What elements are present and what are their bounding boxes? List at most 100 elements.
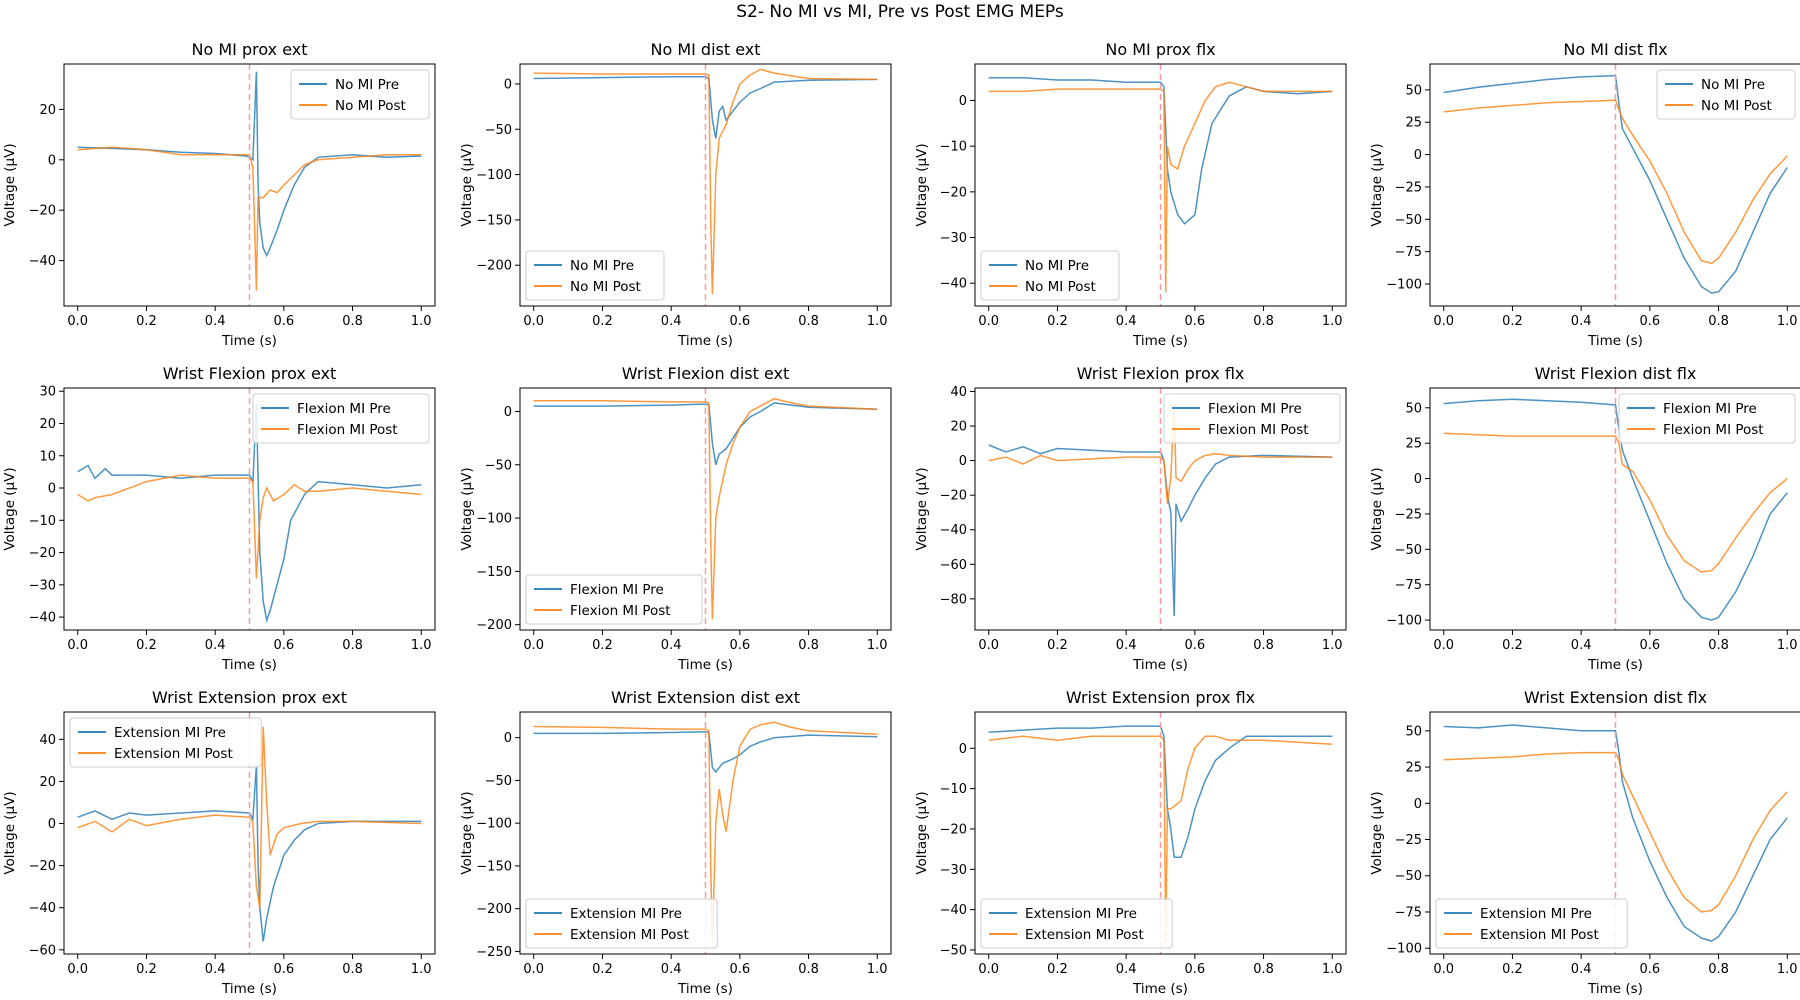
- y-tick-label: 25: [1405, 437, 1422, 452]
- y-tick-label: −50: [485, 123, 512, 138]
- y-tick-label: −25: [1395, 833, 1422, 848]
- y-axis-label: Voltage (µV): [1369, 467, 1385, 550]
- y-tick-label: −40: [29, 611, 56, 626]
- y-tick-label: −40: [940, 277, 967, 292]
- x-tick-label: 1.0: [1777, 962, 1798, 977]
- x-axis-label: Time (s): [677, 657, 733, 673]
- y-tick-label: 25: [1405, 761, 1422, 776]
- x-tick-label: 1.0: [411, 314, 432, 329]
- y-tick-label: −20: [940, 489, 967, 504]
- x-tick-label: 0.6: [730, 962, 751, 977]
- series-line-pre: [533, 402, 878, 466]
- x-tick-label: 0.4: [205, 314, 226, 329]
- x-tick-label: 0.4: [661, 962, 682, 977]
- x-tick-label: 0.0: [978, 638, 999, 653]
- subplot-1: No MI prox ext 0.0 0.2 0.4 0.6 0.8 1.0 −40 −20 0 2…: [2, 40, 436, 349]
- legend-label: No MI Post: [1701, 98, 1772, 114]
- y-tick-label: −20: [29, 204, 56, 219]
- y-tick-label: 20: [39, 775, 56, 790]
- y-tick-label: −20: [29, 859, 56, 874]
- y-axis-label: Voltage (µV): [459, 467, 475, 550]
- legend: Flexion MI Pre Flexion MI Post: [1618, 393, 1796, 444]
- legend-label: Extension MI Pre: [1480, 906, 1592, 922]
- axes-frame: [519, 63, 892, 307]
- series-line-post: [533, 397, 878, 620]
- x-tick-label: 0.2: [136, 962, 157, 977]
- subplot-title: Wrist Flexion dist ext: [622, 364, 790, 383]
- legend-label: Extension MI Post: [114, 746, 233, 762]
- legend-label: No MI Post: [570, 279, 641, 295]
- y-tick-label: −100: [476, 817, 512, 832]
- axes-frame: [63, 63, 436, 307]
- series-line-post: [533, 68, 878, 295]
- y-tick-label: −40: [940, 903, 967, 918]
- y-tick-label: −50: [485, 458, 512, 473]
- y-tick-label: −100: [1386, 942, 1422, 957]
- y-tick-label: 0: [1414, 472, 1422, 487]
- y-tick-label: −50: [1395, 869, 1422, 884]
- x-axis-label: Time (s): [1587, 657, 1643, 673]
- series-line-post: [1443, 432, 1788, 573]
- x-tick-label: 0.0: [67, 314, 88, 329]
- y-tick-label: −100: [1386, 614, 1422, 629]
- legend-label: No MI Pre: [1025, 258, 1089, 274]
- x-tick-label: 0.2: [136, 314, 157, 329]
- y-tick-label: −40: [940, 523, 967, 538]
- axes-frame: [974, 387, 1347, 631]
- x-tick-label: 0.4: [661, 638, 682, 653]
- legend-label: No MI Pre: [335, 77, 399, 93]
- legend-frame: [980, 898, 1173, 949]
- y-tick-label: 0: [504, 731, 512, 746]
- x-tick-label: 0.0: [978, 962, 999, 977]
- legend: Extension MI Pre Extension MI Post: [525, 898, 718, 949]
- x-tick-label: 0.8: [342, 314, 363, 329]
- y-tick-label: −150: [476, 565, 512, 580]
- y-tick-label: −50: [485, 774, 512, 789]
- x-tick-label: 0.0: [978, 314, 999, 329]
- x-tick-label: 0.2: [1502, 314, 1523, 329]
- y-tick-label: 20: [950, 420, 967, 435]
- axes-frame: [1429, 387, 1800, 631]
- y-tick-label: −100: [476, 168, 512, 183]
- legend-label: Extension MI Pre: [570, 906, 682, 922]
- x-axis-label: Time (s): [1132, 333, 1188, 349]
- x-tick-label: 0.2: [1047, 962, 1068, 977]
- x-tick-label: 0.8: [342, 638, 363, 653]
- x-tick-label: 0.4: [205, 638, 226, 653]
- y-tick-label: −40: [29, 901, 56, 916]
- x-tick-label: 0.6: [730, 638, 751, 653]
- legend-frame: [525, 250, 665, 301]
- x-tick-label: 1.0: [867, 638, 888, 653]
- series-line-post: [988, 403, 1333, 504]
- y-tick-label: −100: [476, 512, 512, 527]
- axes-frame: [974, 711, 1347, 955]
- y-tick-label: 20: [39, 417, 56, 432]
- y-tick-label: −100: [1386, 278, 1422, 293]
- y-tick-label: −20: [29, 546, 56, 561]
- subplot-7: Wrist Flexion prox flx 0.0 0.2 0.4 0.6 0.8 1.0…: [914, 364, 1347, 673]
- y-tick-label: −30: [940, 863, 967, 878]
- legend-label: No MI Post: [335, 98, 406, 114]
- x-tick-label: 0.0: [523, 314, 544, 329]
- x-tick-label: 0.8: [798, 962, 819, 977]
- x-tick-label: 0.8: [798, 314, 819, 329]
- legend: Extension MI Pre Extension MI Post: [69, 717, 262, 768]
- axes-frame: [1429, 63, 1800, 307]
- series-line-pre: [988, 444, 1333, 617]
- subplot-title: No MI prox flx: [1105, 40, 1215, 59]
- series-line-pre: [1443, 74, 1788, 294]
- x-tick-label: 1.0: [1777, 638, 1798, 653]
- legend: No MI Pre No MI Post: [525, 250, 665, 301]
- x-tick-label: 0.6: [1185, 638, 1206, 653]
- x-tick-label: 1.0: [1322, 962, 1343, 977]
- y-tick-label: 0: [48, 817, 56, 832]
- series-line-post: [1443, 99, 1788, 265]
- x-tick-label: 0.2: [592, 638, 613, 653]
- subplot-8: Wrist Flexion dist flx 0.0 0.2 0.4 0.6 0.8 1.0…: [1369, 364, 1800, 673]
- legend-label: Flexion MI Pre: [570, 582, 664, 598]
- x-tick-label: 0.2: [1502, 962, 1523, 977]
- y-tick-label: 50: [1405, 83, 1422, 98]
- x-tick-label: 0.8: [1253, 638, 1274, 653]
- axes-frame: [519, 711, 892, 955]
- legend: No MI Pre No MI Post: [980, 250, 1120, 301]
